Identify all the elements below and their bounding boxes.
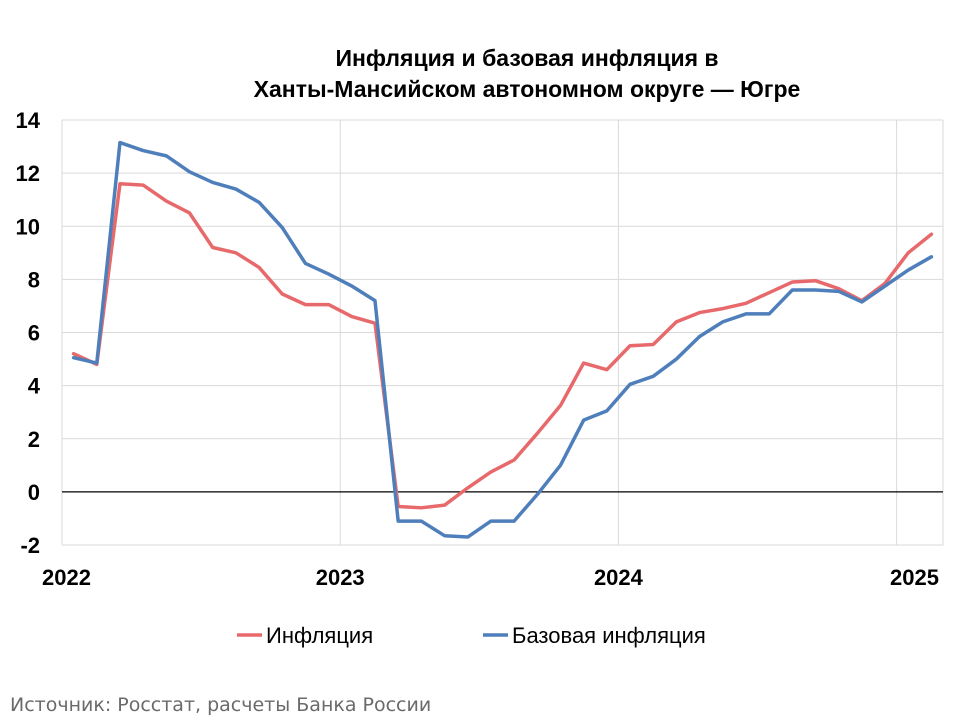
x-tick-label: 2024 <box>594 565 644 590</box>
y-tick-label: 14 <box>16 108 41 133</box>
y-tick-label: -2 <box>20 533 40 558</box>
grid <box>61 119 944 546</box>
x-tick-label: 2023 <box>316 565 365 590</box>
y-tick-label: 6 <box>28 321 40 346</box>
x-tick-label: 2025 <box>890 565 939 590</box>
y-tick-label: 0 <box>28 480 40 505</box>
series-line-core-inflation <box>71 140 934 539</box>
y-tick-label: 12 <box>16 161 40 186</box>
legend-label-inflation: Инфляция <box>266 623 373 648</box>
axes: -2 0 2 4 6 8 10 12 14 2022 2023 2024 2025 <box>16 108 943 590</box>
legend: Инфляция Базовая инфляция <box>237 623 706 648</box>
y-tick-label: 10 <box>16 214 40 239</box>
chart-title-line-2: Ханты-Мансийском автономном округе — Югр… <box>254 76 801 102</box>
y-tick-label: 8 <box>28 267 40 292</box>
y-tick-label: 4 <box>28 374 41 399</box>
source-note: Источник: Росстат, расчеты Банка России <box>10 694 431 716</box>
y-tick-label: 2 <box>28 427 40 452</box>
chart-title-line-1: Инфляция и базовая инфляция в <box>335 45 718 71</box>
series-lines <box>71 140 934 539</box>
x-tick-label: 2022 <box>42 565 91 590</box>
series-line-inflation <box>71 182 934 510</box>
legend-label-core-inflation: Базовая инфляция <box>512 623 706 648</box>
